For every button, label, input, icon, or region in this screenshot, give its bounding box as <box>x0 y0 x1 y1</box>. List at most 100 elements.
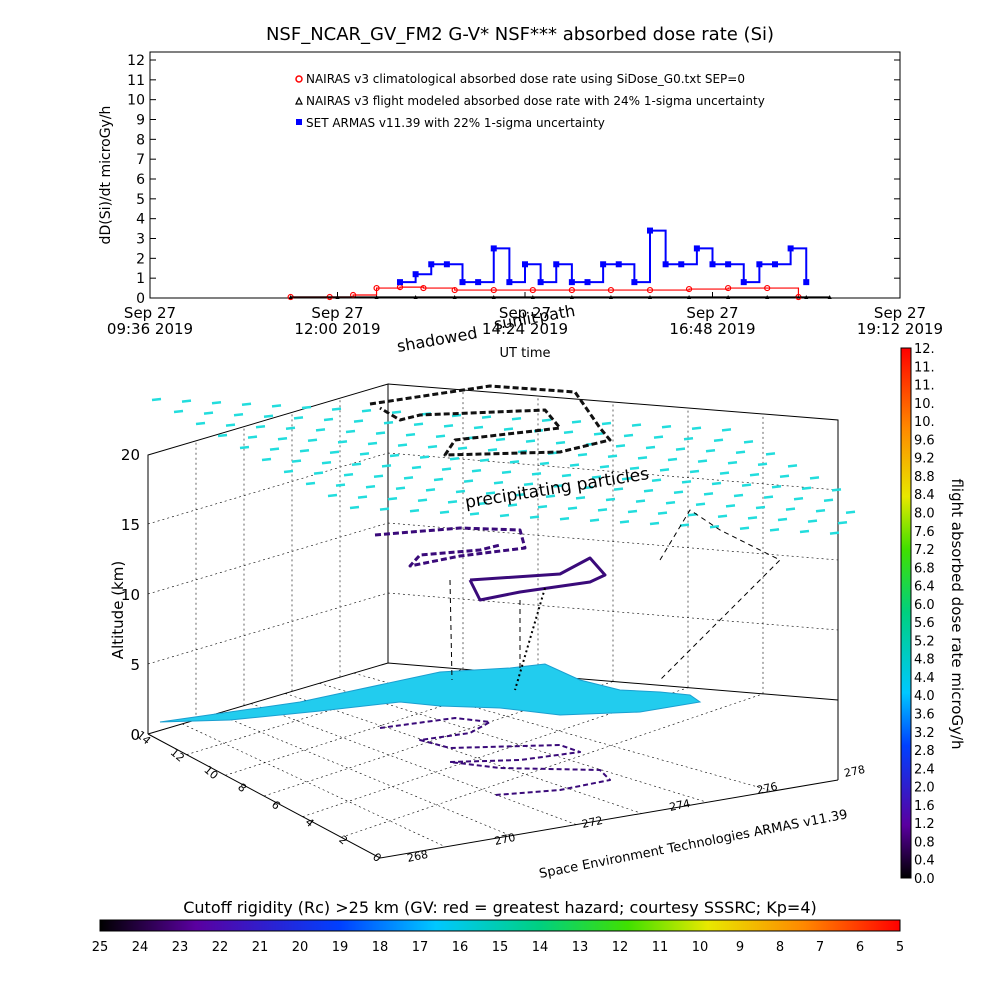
data-point-nairas-flight <box>530 295 535 300</box>
particle-dash <box>695 502 706 507</box>
particle-dash <box>787 464 798 468</box>
data-point-armas <box>568 279 575 286</box>
particle-dash <box>569 463 580 467</box>
data-point-nairas-flight <box>804 295 809 300</box>
series-group <box>287 227 832 301</box>
y-tick-label: 4 <box>136 212 145 228</box>
3d-gridlines <box>147 390 839 848</box>
data-point-armas <box>584 279 591 286</box>
particle-dash <box>307 438 318 443</box>
particle-dash <box>395 486 406 491</box>
particle-dash <box>439 510 450 515</box>
x-tick-label-time: 19:12 2019 <box>857 320 943 338</box>
data-point-armas <box>725 261 732 268</box>
particle-dash <box>225 423 236 427</box>
flight-track-upper <box>369 384 612 457</box>
particle-dash <box>793 496 804 501</box>
dose-tick-label: 4.4 <box>914 671 935 686</box>
data-point-armas <box>772 261 778 268</box>
particle-dash <box>441 467 452 471</box>
legend-marker-nairas-flight <box>295 96 303 105</box>
particle-dash <box>747 516 758 520</box>
dose-tick-label: 8.0 <box>914 506 935 521</box>
data-point-nairas-flight <box>491 295 496 300</box>
grid-line <box>182 723 446 848</box>
data-point-nairas-clim <box>685 285 693 293</box>
particle-dash <box>687 512 698 517</box>
particle-dash <box>683 436 694 441</box>
particle-dash <box>413 422 424 427</box>
particle-dash <box>503 427 514 431</box>
3d-flight-plot: precipitating particles Altitude (km) 05… <box>109 383 866 882</box>
particle-dash <box>597 508 608 512</box>
particle-dash <box>703 492 714 496</box>
flight-track-ground-shadow <box>379 717 611 796</box>
particle-dash <box>217 433 228 438</box>
data-point-armas <box>678 261 685 268</box>
rigidity-tick-label: 6 <box>856 940 864 955</box>
particle-dash <box>675 447 686 451</box>
particle-dash <box>321 460 332 465</box>
data-point-nairas-flight <box>608 295 613 300</box>
data-point-armas <box>709 261 716 268</box>
particle-dash <box>353 419 364 423</box>
dose-tick-label: 7.6 <box>914 525 935 540</box>
dose-tick-label: 7.2 <box>914 543 935 558</box>
particle-dash <box>173 409 184 414</box>
particle-dash <box>743 440 754 444</box>
particle-dash <box>771 484 782 489</box>
y-tick-label-3d: 12 <box>168 746 187 765</box>
particle-dash <box>635 499 646 503</box>
particle-dash <box>575 496 586 500</box>
particle-dash <box>807 519 818 523</box>
y-tick-label-3d: 10 <box>202 763 221 782</box>
rigidity-colorbar-ticks: 25 24 23 22 21 20 19 18 17 16 15 14 13 12 11 10 9 8 7 6 5 <box>92 940 904 955</box>
data-point-nairas-clim <box>568 286 575 294</box>
z-axis-label: Altitude (km) <box>109 561 127 659</box>
particle-dash <box>379 507 390 511</box>
data-point-nairas-clim <box>451 286 458 294</box>
rigidity-tick-label: 12 <box>612 940 629 955</box>
particle-dash <box>271 404 282 408</box>
particle-dash <box>689 469 700 474</box>
legend-entry-nairas-clim: NAIRAS v3 climatological absorbed dose r… <box>306 72 745 86</box>
legend-entry-armas: SET ARMAS v11.39 with 22% 1-sigma uncert… <box>306 116 605 130</box>
data-point-nairas-flight <box>765 295 770 300</box>
series-line-2 <box>400 229 808 284</box>
y-tick-label-3d: 8 <box>235 781 249 795</box>
data-point-nairas-flight <box>288 295 293 300</box>
particle-dash <box>561 473 572 478</box>
particle-dash <box>801 486 812 491</box>
dose-tick-label: 11. <box>914 360 935 375</box>
particle-dash <box>539 461 550 466</box>
rigidity-tick-label: 9 <box>736 940 744 955</box>
dose-tick-label: 6.0 <box>914 598 935 613</box>
data-point-armas <box>397 279 403 286</box>
particle-dash <box>661 424 672 429</box>
particle-dash <box>277 436 288 441</box>
data-point-armas <box>740 279 747 286</box>
data-point-nairas-clim <box>420 284 427 292</box>
rigidity-tick-label: 5 <box>896 940 904 955</box>
particle-dash <box>583 485 594 490</box>
data-point-nairas-flight <box>452 295 457 300</box>
particle-dash <box>291 459 302 463</box>
particle-dash <box>679 523 690 527</box>
particle-dash <box>711 481 722 486</box>
x-tick-label-3d: 274 <box>668 797 691 814</box>
particle-dash <box>451 413 462 418</box>
rigidity-colorbar-gradient <box>99 919 901 932</box>
data-point-armas <box>522 261 528 268</box>
particle-dash <box>455 489 466 494</box>
data-point-armas <box>787 245 794 252</box>
x-tick-label-date: Sep 27 <box>311 304 363 322</box>
dose-tick-label: 3.6 <box>914 708 935 723</box>
data-point-armas <box>600 261 607 268</box>
data-point-nairas-clim <box>764 284 771 292</box>
z-tick-label: 20 <box>121 446 140 464</box>
dose-tick-label: 2.0 <box>914 781 935 796</box>
dose-tick-label: 2.4 <box>914 762 935 777</box>
dose-tick-label: 5.2 <box>914 634 935 649</box>
data-point-nairas-flight <box>827 295 832 300</box>
